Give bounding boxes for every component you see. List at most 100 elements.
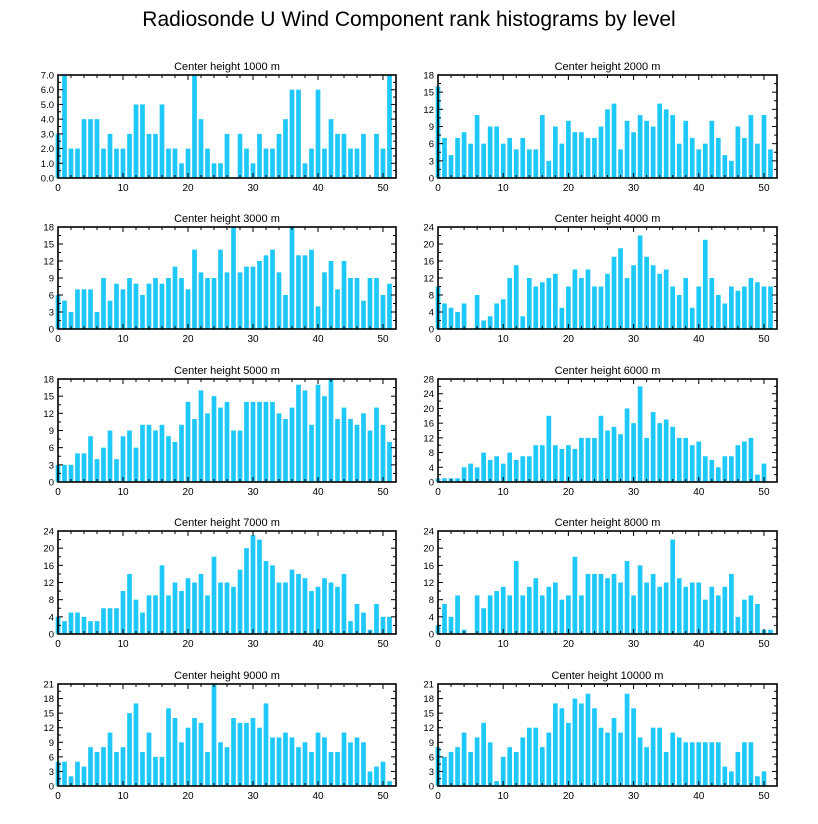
histogram-bar [309,591,314,634]
histogram-bar [94,752,100,786]
histogram-bar [348,419,353,482]
histogram-bar [709,586,715,634]
histogram-bar [387,781,392,786]
histogram-bar [335,586,340,634]
histogram-bar [146,732,152,786]
histogram-bar [644,120,649,178]
histogram-bar [546,415,552,482]
histogram-bar [140,752,145,786]
x-tick-label: 40 [693,334,705,345]
histogram-bar [257,401,262,482]
histogram-bar [328,119,334,178]
histogram-bar [114,283,119,329]
histogram-bar [442,137,447,178]
histogram-bar [335,752,340,786]
y-tick-label: 8 [429,448,434,459]
histogram-bar [676,578,682,634]
y-tick-label: 4 [429,612,434,623]
histogram-bar [572,132,578,178]
x-tick-label: 50 [758,334,770,345]
histogram-bar [553,703,558,786]
histogram-bar [650,412,656,482]
histogram-bar [244,401,249,482]
histogram-bar [302,578,308,634]
histogram-bar [354,278,360,329]
histogram-bar [302,742,308,786]
histogram-bar [624,561,630,634]
histogram-bar [566,120,571,178]
histogram-bar [689,307,695,329]
histogram-bar [729,456,734,482]
x-tick-label: 30 [247,791,259,802]
histogram-bar [114,752,119,786]
x-tick-label: 30 [247,487,259,498]
y-tick-label: 16 [43,561,54,572]
histogram-bar [474,737,480,786]
histogram-bar [315,306,321,329]
histogram-bar [507,595,513,635]
y-tick-label: 2.0 [41,144,54,155]
histogram-bar [696,582,702,634]
histogram-bar [663,752,669,786]
histogram-bar [172,148,178,178]
x-tick-label: 30 [628,791,640,802]
histogram-bar [81,289,87,329]
y-tick-label: 0 [49,630,54,641]
histogram-bar [68,776,74,786]
histogram-bar [566,445,571,482]
histogram-bar [566,595,571,635]
histogram-bar [159,283,165,329]
y-tick-label: 12 [423,578,434,589]
histogram-bar [715,295,721,329]
histogram-bar [742,137,747,178]
histogram-bar [637,386,643,482]
histogram-bar [88,747,93,786]
histogram-bar [481,143,486,178]
histogram-bar [702,239,708,329]
histogram-bar [88,436,93,482]
histogram-bar [631,265,636,329]
histogram-bar [761,771,767,786]
histogram-bar [387,75,392,178]
histogram-bar [618,434,623,482]
histogram-bar [224,133,230,178]
y-tick-label: 4 [429,308,434,319]
y-tick-label: 0 [49,325,54,336]
x-tick-label: 40 [312,183,324,194]
histogram-bar [335,419,340,482]
histogram-bar [533,578,539,634]
panel-5: Center height 5000 m 0 10 20 30 40 50 0 3 6 9 12 15 1… [43,365,397,498]
histogram-bar [553,126,558,178]
histogram-bar [559,448,565,482]
histogram-bar [224,272,230,329]
y-tick-label: 18 [43,694,54,705]
histogram-bar [81,616,87,634]
histogram-bar [250,718,256,786]
histogram-bar [166,595,171,635]
histogram-bar [88,289,93,329]
histogram-bar [335,133,340,178]
histogram-bar [494,126,500,178]
histogram-bar [231,718,236,786]
histogram-bar [566,722,571,786]
histogram-bar [592,137,597,178]
histogram-bar [315,586,321,634]
histogram-bar [683,437,689,482]
histogram-bar [205,413,210,482]
histogram-bar [185,401,191,482]
histogram-bar [289,89,295,178]
histogram-bar [533,445,539,482]
y-tick-label: 18 [43,223,54,234]
histogram-bar [218,582,223,634]
histogram-bar [205,752,210,786]
x-tick-label: 40 [312,639,324,650]
histogram-bar [75,453,80,482]
panel-title: Center height 6000 m [555,365,661,377]
histogram-bar [179,591,184,634]
histogram-bar [605,578,610,634]
histogram-bar [179,424,184,482]
histogram-bar [553,273,558,329]
histogram-bar [748,278,754,329]
histogram-bar [250,163,256,178]
histogram-bar [276,737,282,786]
